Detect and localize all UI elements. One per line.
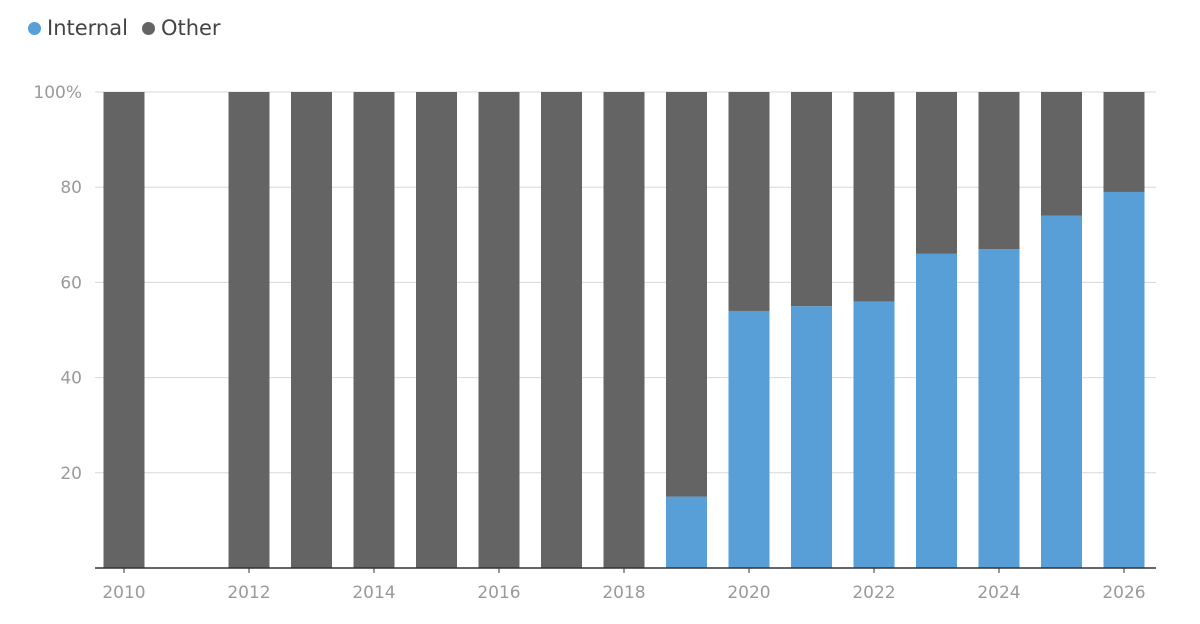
x-tick-label: 2016 (477, 583, 520, 603)
bar-internal-2022 (853, 301, 895, 568)
y-tick-label: 20 (60, 464, 82, 484)
bar-other-2019 (666, 92, 707, 497)
x-tick-label: 2022 (852, 583, 895, 603)
bar-internal-2019 (666, 496, 707, 568)
bar-other-2010 (103, 92, 145, 568)
bar-other-2026 (1103, 92, 1145, 192)
legend-swatch-internal (28, 21, 41, 35)
bar-internal-2025 (1041, 215, 1082, 568)
bar-other-2018 (603, 92, 645, 568)
legend-swatch-other (141, 21, 155, 35)
bar-internal-2023 (916, 253, 957, 568)
bar-other-2013 (291, 92, 332, 568)
y-tick-label: 40 (60, 369, 82, 389)
bar-other-2025 (1041, 92, 1082, 216)
x-tick-label: 2026 (1102, 583, 1145, 603)
legend-item-internal: Internal (28, 12, 128, 44)
bar-other-2015 (416, 92, 457, 568)
legend-label-other: Other (160, 16, 221, 40)
bar-other-2020 (728, 92, 770, 311)
legend-item-other: Other (141, 12, 221, 44)
y-tick-label: 100% (33, 83, 82, 103)
x-tick-label: 2024 (977, 583, 1020, 603)
x-tick-label: 2020 (727, 583, 770, 603)
x-tick-label: 2018 (602, 583, 645, 603)
y-tick-label: 80 (60, 178, 82, 198)
x-tick-label: 2014 (352, 583, 395, 603)
bar-other-2022 (853, 92, 895, 302)
bar-other-2021 (791, 92, 832, 307)
bar-other-2023 (916, 92, 957, 254)
legend: Internal Other (28, 12, 221, 44)
legend-label-internal: Internal (47, 16, 128, 40)
bar-other-2016 (478, 92, 520, 568)
x-tick-label: 2010 (102, 583, 145, 603)
y-tick-label: 60 (60, 273, 82, 293)
bar-internal-2024 (978, 249, 1020, 568)
bar-other-2017 (541, 92, 582, 568)
bar-internal-2026 (1103, 191, 1145, 568)
bar-other-2012 (228, 92, 270, 568)
bar-other-2014 (353, 92, 395, 568)
x-tick-label: 2012 (227, 583, 270, 603)
bar-internal-2021 (791, 306, 832, 568)
bar-internal-2020 (728, 310, 770, 568)
bar-other-2024 (978, 92, 1020, 250)
